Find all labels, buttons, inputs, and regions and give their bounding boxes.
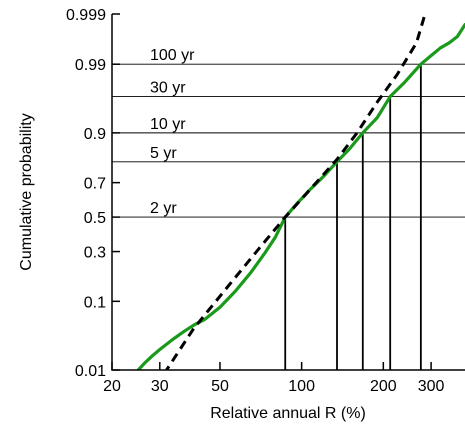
y-tick-label: 0.1: [84, 294, 106, 311]
x-tick-label: 30: [151, 378, 169, 395]
return-period-label: 10 yr: [150, 116, 186, 133]
x-tick-label: 20: [103, 378, 121, 395]
return-period-label: 100 yr: [150, 47, 195, 64]
y-tick-label: 0.9: [84, 126, 106, 143]
observed-curve: [136, 22, 465, 370]
y-tick-label: 0.7: [84, 176, 106, 193]
x-tick-label: 300: [418, 378, 445, 395]
return-period-lines: [112, 63, 465, 218]
y-tick-label: 0.99: [75, 57, 106, 74]
return-period-labels: 2 yr 5 yr 10 yr 30 yr 100 yr: [150, 47, 195, 217]
data-series: [136, 14, 465, 370]
y-axis-ticks: 0.01 0.1 0.3 0.5 0.7 0.9 0.99 0.999: [66, 7, 120, 380]
return-period-label: 2 yr: [150, 200, 177, 217]
x-axis-label: Relative annual R (%): [210, 405, 366, 422]
x-tick-label: 200: [370, 378, 397, 395]
return-period-label: 30 yr: [150, 80, 186, 97]
fitted-line-dashed: [164, 14, 427, 370]
y-tick-label: 0.3: [84, 245, 106, 262]
x-tick-label: 100: [288, 378, 315, 395]
y-axis-label: Cumulative probability: [18, 113, 35, 270]
x-axis-ticks: 20 30 50 100 200 300: [103, 362, 445, 395]
return-period-label: 5 yr: [150, 145, 177, 162]
plot-frame: [111, 14, 465, 371]
y-tick-label: 0.5: [84, 210, 106, 227]
x-tick-label: 50: [211, 378, 229, 395]
y-tick-label: 0.01: [75, 363, 106, 380]
return-period-drops: [284, 64, 422, 370]
y-tick-label: 0.999: [66, 7, 106, 24]
